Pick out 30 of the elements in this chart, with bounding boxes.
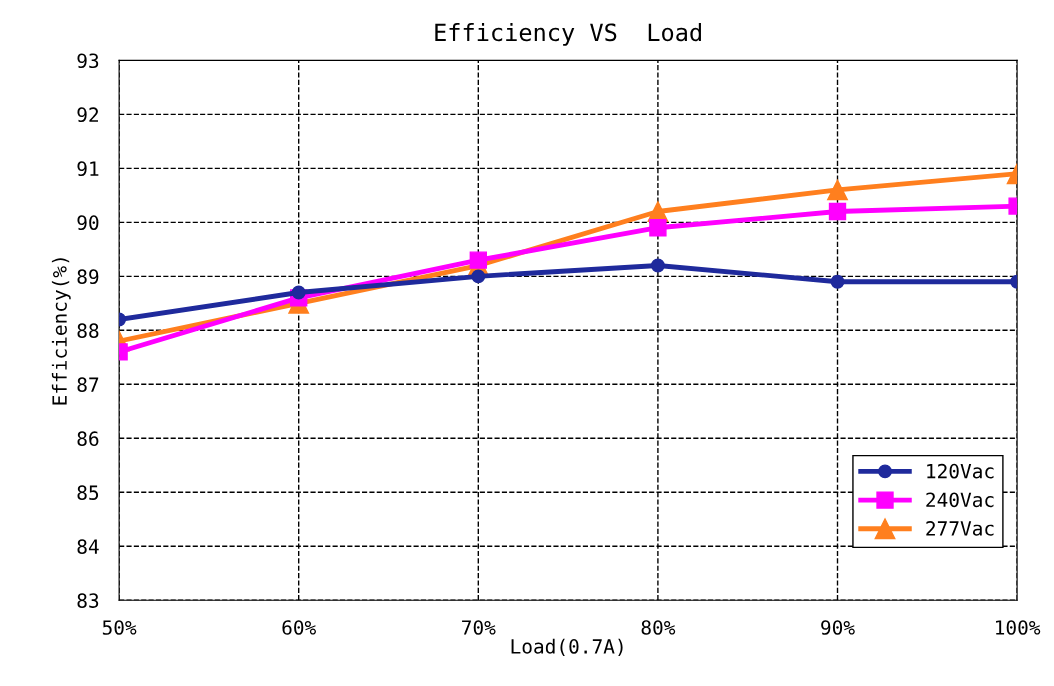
x-axis-title: Load(0.7A) [511, 638, 623, 657]
y-tick-label: 90 [77, 215, 99, 231]
legend-label: 240Vac [926, 492, 994, 508]
chart-title: Efficiency VS Load [435, 22, 701, 46]
x-tick-label: 60% [282, 620, 316, 635]
point [469, 251, 487, 269]
x-tick-label: 100% [996, 620, 1041, 635]
x-tick-label: 80% [641, 620, 676, 635]
x-tick-label: 90% [821, 620, 855, 635]
x-tick-label: 70% [462, 620, 496, 635]
y-tick-label: 87 [77, 377, 99, 393]
y-tick-label: 91 [77, 161, 99, 177]
y-tick-label: 89 [77, 269, 99, 285]
point [830, 274, 845, 289]
y-tick-label: 83 [77, 593, 99, 608]
x-tick-label: 50% [102, 620, 137, 635]
point [650, 258, 665, 273]
point [828, 202, 847, 221]
y-tick-label: 88 [77, 323, 99, 339]
y-tick-label: 86 [77, 431, 99, 446]
point [827, 179, 848, 201]
y-tick-label: 85 [77, 485, 99, 500]
y-tick-label: 92 [77, 107, 99, 123]
point [471, 269, 486, 284]
y-axis-title: Efficiency(%) [51, 258, 71, 405]
point [649, 219, 667, 237]
y-tick-label: 84 [77, 539, 99, 554]
legend-label: 120Vac [927, 463, 994, 479]
y-tick-label: 93 [77, 53, 99, 69]
legend-label: 277Vac [926, 521, 994, 536]
